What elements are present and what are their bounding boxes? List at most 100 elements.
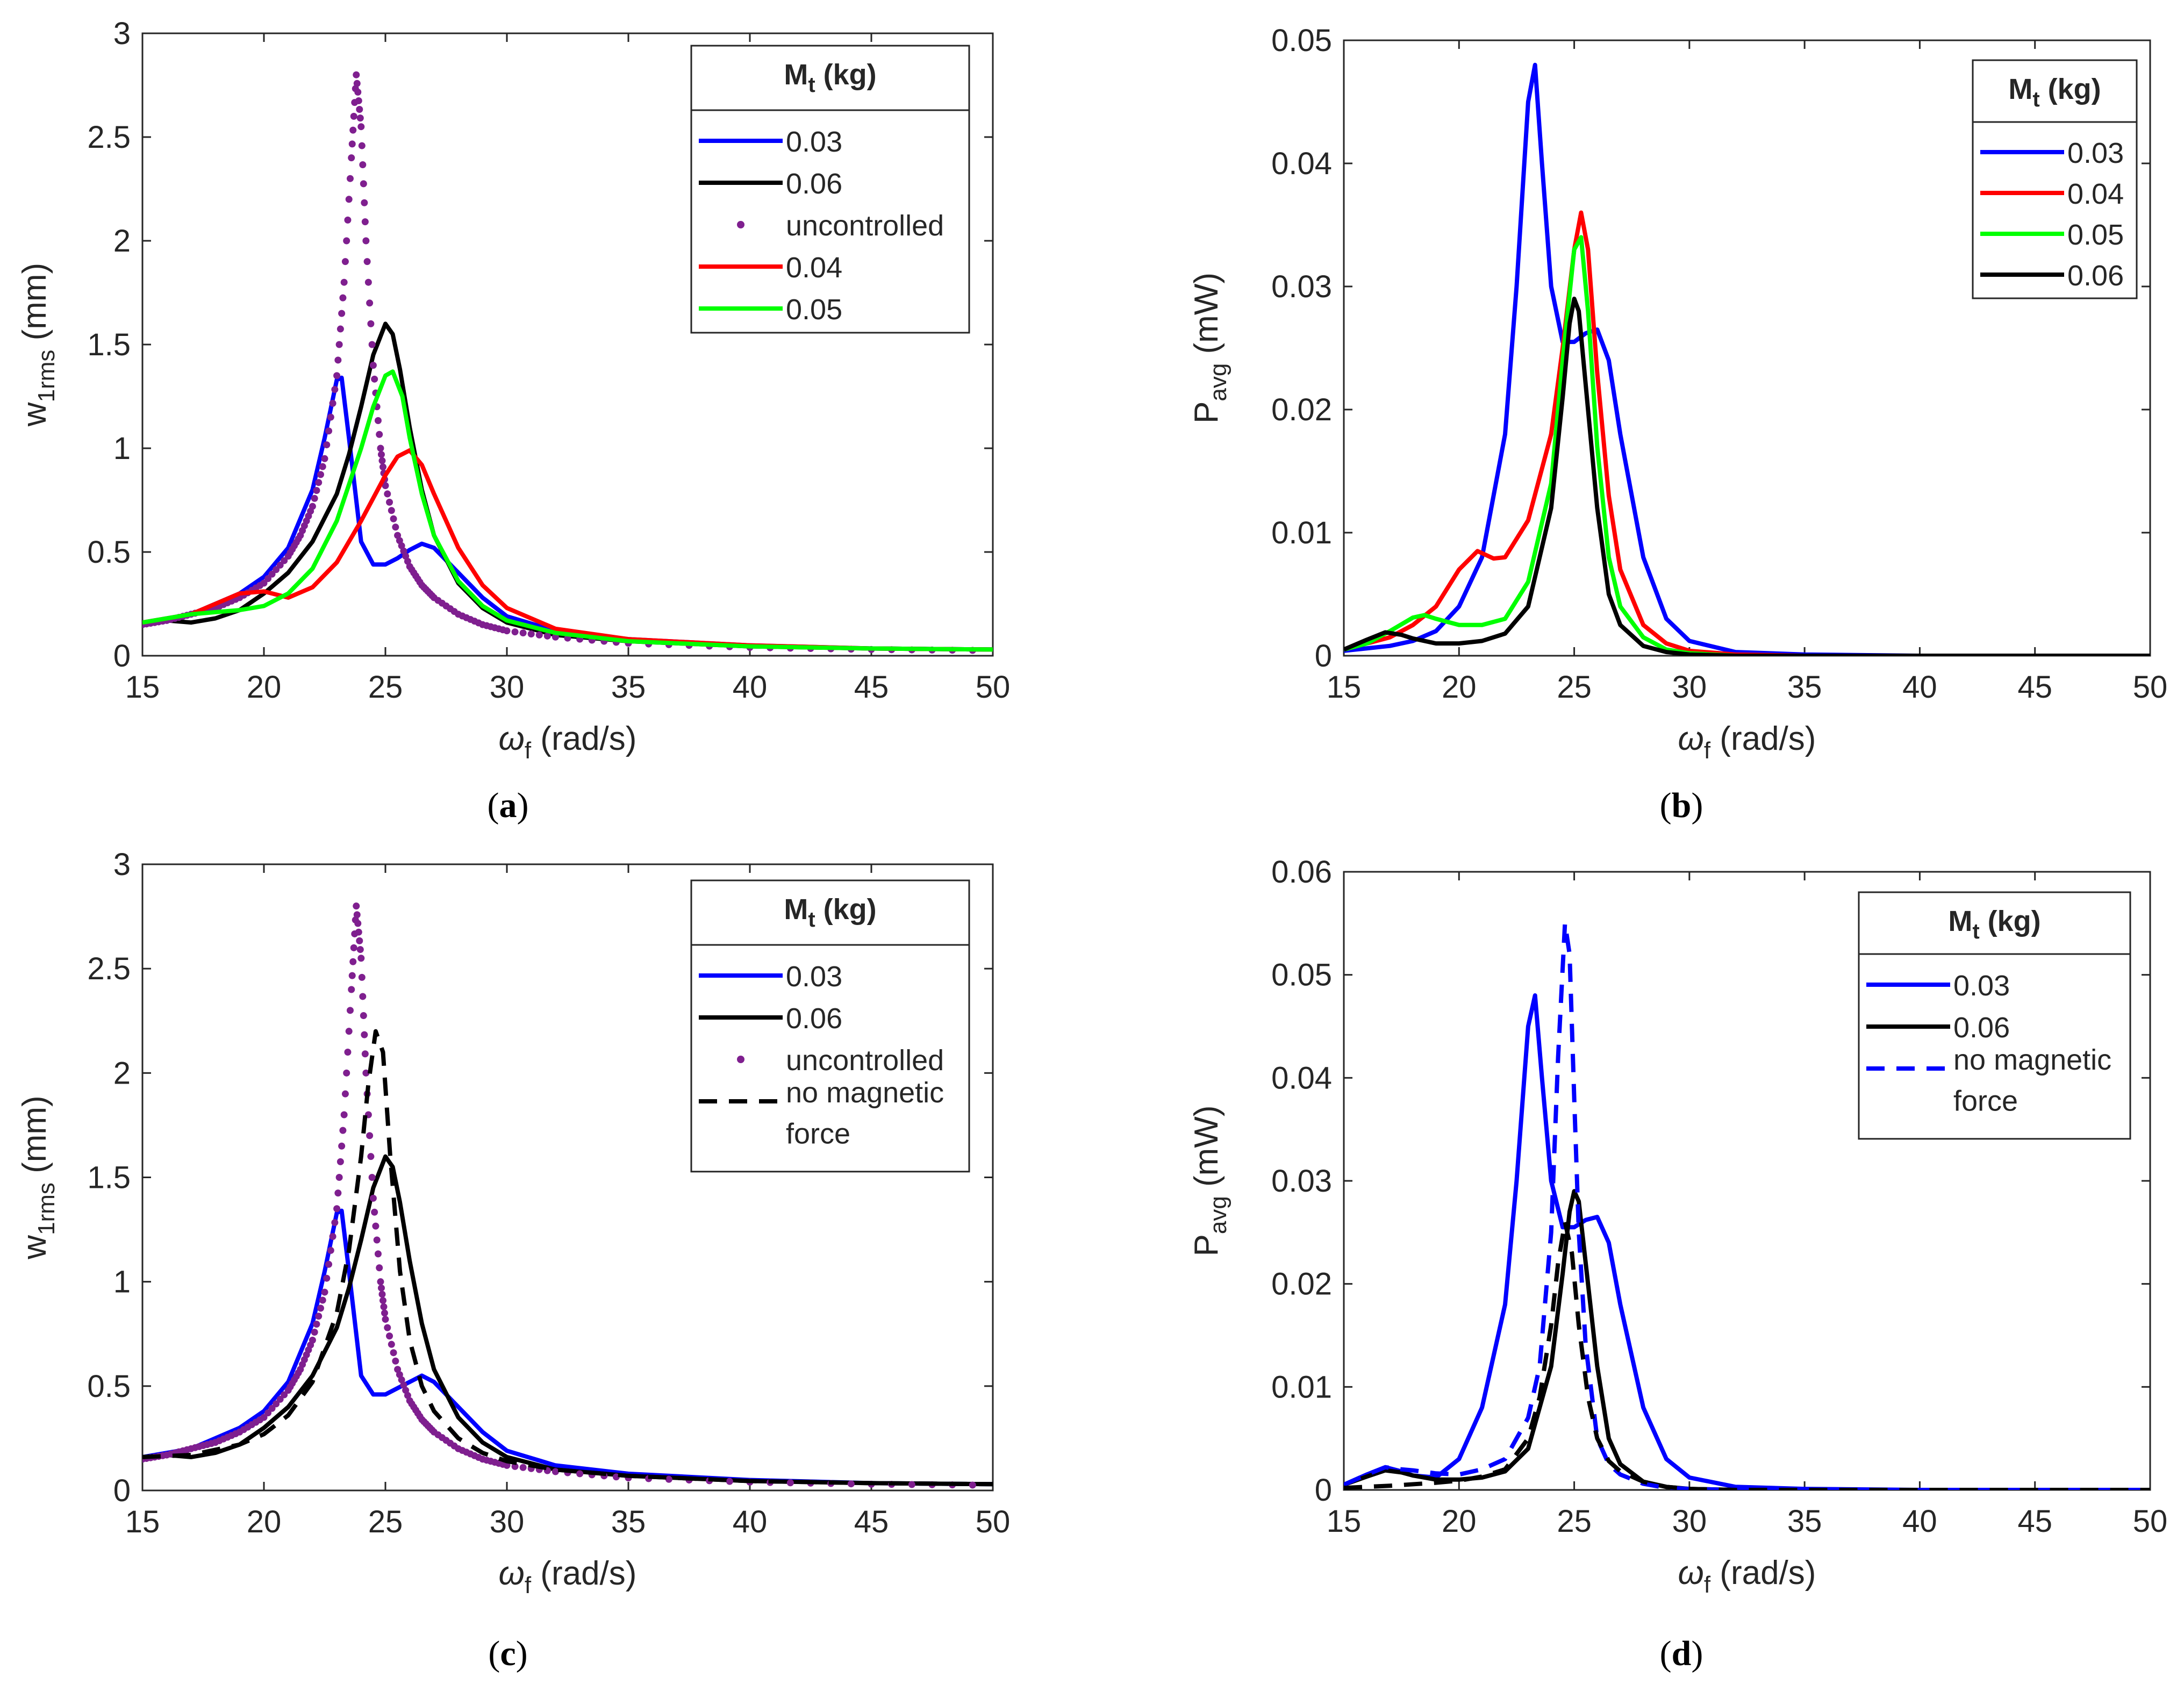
data-point-uncontrolled	[357, 123, 365, 131]
x-tick-label: 15	[1327, 1504, 1362, 1539]
y-tick-label: 2.5	[87, 951, 131, 986]
series-line-0-03	[142, 1208, 993, 1487]
y-axis-label: Pavg (mW)	[1188, 273, 1231, 424]
panel-b: 15 20 25 30 35 40 45 50 0 0.01 0.02 0.03 0.04 0.05 ωf …	[1188, 23, 2167, 825]
data-point-uncontrolled	[349, 126, 357, 134]
y-tick-label: 1	[113, 431, 131, 466]
data-point-uncontrolled	[384, 490, 391, 498]
x-tick-label: 15	[1327, 670, 1362, 705]
data-point-uncontrolled	[369, 362, 377, 369]
data-point-uncontrolled	[377, 1284, 385, 1292]
data-point-uncontrolled	[382, 1316, 389, 1323]
data-point-uncontrolled	[969, 1481, 976, 1489]
data-point-uncontrolled	[329, 1233, 336, 1241]
x-tick-label: 15	[125, 1504, 160, 1539]
data-point-uncontrolled	[786, 1479, 794, 1487]
data-point-uncontrolled	[908, 1481, 915, 1488]
legend-label: 0.05	[786, 293, 842, 326]
legend-label: force	[786, 1117, 850, 1150]
legend-label: 0.06	[2067, 260, 2124, 292]
data-point-uncontrolled	[379, 463, 386, 471]
data-point-uncontrolled	[353, 902, 360, 910]
data-point-uncontrolled	[281, 1391, 288, 1399]
y-tick-label: 0	[1315, 639, 1332, 673]
data-point-uncontrolled	[371, 375, 378, 383]
x-tick-label: 35	[1787, 670, 1822, 705]
series-line-no-magnetic-force-0-06-	[1344, 1220, 2150, 1490]
panel-d: 15 20 25 30 35 40 45 50 0 0.01 0.02 0.03 0.04 0.05 0.0…	[1188, 855, 2167, 1673]
series-line-0-05	[142, 369, 993, 652]
data-point-uncontrolled	[273, 566, 280, 573]
x-tick-label: 40	[1902, 1504, 1937, 1539]
data-point-uncontrolled	[511, 628, 519, 636]
data-point-uncontrolled	[340, 278, 348, 286]
y-axis-label: w1rms (mm)	[16, 1095, 60, 1259]
legend-marker	[737, 1056, 744, 1063]
data-point-uncontrolled	[345, 1028, 353, 1035]
data-point-uncontrolled	[325, 427, 333, 435]
legend-label: 0.05	[2067, 219, 2124, 251]
data-point-uncontrolled	[392, 1357, 399, 1365]
data-point-uncontrolled	[317, 471, 324, 478]
data-point-uncontrolled	[348, 154, 355, 162]
legend-box	[690, 879, 970, 1173]
data-point-uncontrolled	[388, 507, 395, 514]
y-tick-label: 0.04	[1271, 146, 1332, 181]
data-point-uncontrolled	[349, 958, 357, 965]
data-point-uncontrolled	[364, 278, 372, 286]
panel-label: (a)	[488, 786, 529, 825]
series-line-no-magnetic-force	[142, 1029, 993, 1487]
data-point-uncontrolled	[311, 1329, 318, 1336]
data-point-uncontrolled	[311, 494, 318, 502]
y-tick-label: 0.02	[1271, 1267, 1332, 1302]
data-point-uncontrolled	[353, 71, 360, 78]
legend-title: Mt (kg)	[1948, 905, 2040, 943]
x-tick-label: 35	[611, 1504, 646, 1539]
data-point-uncontrolled	[363, 258, 371, 266]
data-point-uncontrolled	[338, 310, 346, 317]
legend-label: no magnetic	[1953, 1044, 2111, 1076]
x-tick-label: 35	[1787, 1504, 1822, 1539]
data-point-uncontrolled	[376, 1264, 383, 1272]
x-axis-label: ωf (rad/s)	[1678, 1554, 1816, 1598]
x-tick-label: 25	[368, 670, 403, 705]
data-point-uncontrolled	[386, 1332, 393, 1340]
data-point-uncontrolled	[361, 218, 369, 226]
legend-box	[1858, 891, 2131, 1140]
y-tick-label: 3	[113, 847, 131, 882]
data-point-uncontrolled	[323, 1274, 331, 1282]
data-point-uncontrolled	[336, 325, 344, 333]
data-point-uncontrolled	[354, 920, 362, 927]
panel-c: 15 20 25 30 35 40 45 50 0 0.5 1 1.5 2 2.5 3 ωf (rad/s) w…	[16, 847, 1010, 1673]
y-tick-label: 0.03	[1271, 269, 1332, 304]
y-tick-label: 0	[113, 1473, 131, 1508]
y-tick-label: 0	[113, 639, 131, 673]
data-point-uncontrolled	[319, 1296, 326, 1304]
data-point-uncontrolled	[341, 1090, 349, 1098]
data-point-uncontrolled	[366, 1132, 374, 1139]
y-tick-label: 2.5	[87, 120, 131, 155]
data-point-uncontrolled	[336, 1158, 344, 1165]
data-point-uncontrolled	[346, 1007, 354, 1014]
data-point-uncontrolled	[344, 1049, 352, 1056]
data-point-uncontrolled	[356, 106, 363, 113]
data-point-uncontrolled	[576, 1470, 584, 1478]
y-tick-label: 0.5	[87, 1369, 131, 1404]
x-tick-label: 20	[247, 1504, 282, 1539]
panel-a: 15 20 25 30 35 40 45 50 0 0.5 1 1.5 2 2.5 3 ωf (rad/s) w…	[16, 16, 1010, 825]
x-axis-label: ωf (rad/s)	[499, 720, 637, 764]
data-point-uncontrolled	[665, 1475, 672, 1483]
data-point-uncontrolled	[362, 237, 370, 245]
data-point-uncontrolled	[359, 161, 367, 168]
data-point-uncontrolled	[360, 180, 367, 188]
x-tick-label: 20	[247, 670, 282, 705]
data-point-uncontrolled	[382, 482, 389, 489]
data-point-uncontrolled	[519, 629, 527, 637]
data-point-uncontrolled	[390, 1349, 397, 1357]
y-tick-label: 0.05	[1271, 23, 1332, 58]
series-line-0-06	[1344, 296, 2150, 656]
legend-label: no magnetic	[786, 1077, 944, 1109]
data-point-uncontrolled	[334, 356, 342, 364]
